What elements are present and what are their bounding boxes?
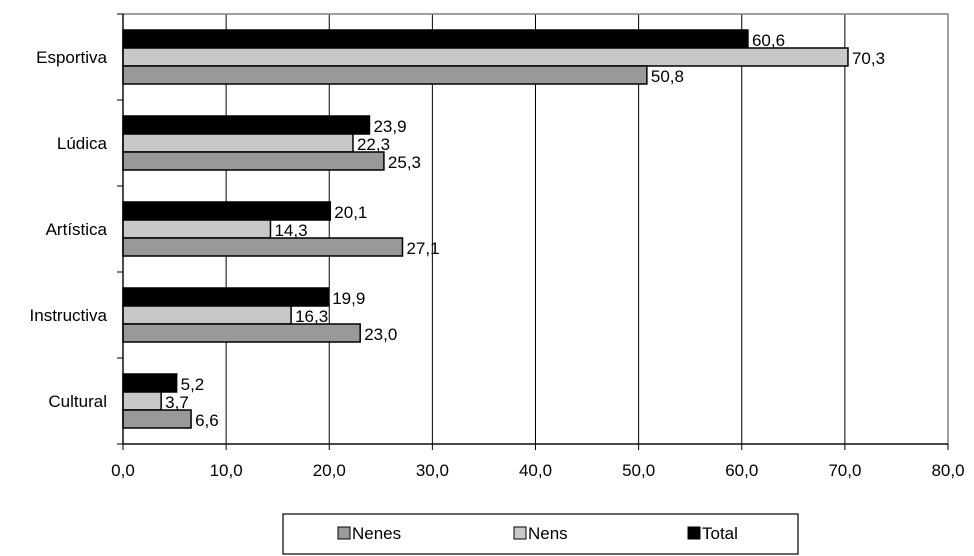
data-label: 27,1 — [406, 239, 439, 258]
x-tick-label: 80,0 — [931, 461, 964, 480]
data-label: 14,3 — [274, 221, 307, 240]
data-label: 23,9 — [373, 117, 406, 136]
bars: 60,6 70,3 50,8 23,922,325,3 20,1 14,3 27,1 19,9… — [122, 29, 885, 430]
bar — [122, 287, 329, 307]
category-label: Instructiva — [30, 306, 108, 325]
x-tick-label: 0,0 — [111, 461, 135, 480]
legend-label: Nens — [528, 524, 568, 543]
legend-swatch — [337, 526, 351, 540]
grid-lines — [225, 14, 846, 444]
category-label: Artística — [46, 220, 108, 239]
data-label: 25,3 — [388, 153, 421, 172]
bar — [122, 391, 162, 411]
bar — [122, 373, 178, 393]
bar — [122, 409, 192, 429]
x-tick-label: 30,0 — [416, 461, 449, 480]
x-tick-label: 10,0 — [210, 461, 243, 480]
legend: Nenes Nens Total — [282, 513, 799, 555]
legend-label: Total — [702, 524, 738, 543]
data-label: 60,6 — [752, 31, 785, 50]
data-label: 50,8 — [651, 67, 684, 86]
legend-label: Nenes — [352, 524, 401, 543]
legend-swatch — [513, 526, 527, 540]
category-label: Lúdica — [57, 134, 108, 153]
category-label: Esportiva — [36, 48, 107, 67]
bar — [122, 133, 354, 153]
bar — [122, 237, 404, 257]
x-tick-label: 50,0 — [622, 461, 655, 480]
x-tick-label: 20,0 — [313, 461, 346, 480]
bar — [122, 65, 648, 85]
bar — [122, 47, 849, 67]
data-label: 5,2 — [181, 375, 205, 394]
bar — [122, 115, 371, 135]
bar — [122, 201, 332, 221]
bar — [122, 29, 749, 49]
data-label: 70,3 — [852, 49, 885, 68]
bar — [122, 151, 385, 171]
x-tick-label: 40,0 — [519, 461, 552, 480]
axes: 0,0 10,0 20,0 30,0 40,0 50,0 60,0 70,0 80,0 Espor… — [30, 13, 965, 480]
bar — [122, 305, 292, 325]
data-label: 19,9 — [332, 289, 365, 308]
data-label: 20,1 — [334, 203, 367, 222]
data-label: 22,3 — [357, 135, 390, 154]
bar — [122, 323, 361, 343]
legend-swatch — [687, 526, 701, 540]
data-label: 6,6 — [195, 411, 219, 430]
x-tick-label: 60,0 — [725, 461, 758, 480]
bar — [122, 219, 272, 239]
legend-box — [282, 513, 799, 555]
data-label: 23,0 — [364, 325, 397, 344]
x-tick-label: 70,0 — [828, 461, 861, 480]
category-label: Cultural — [48, 392, 107, 411]
data-label: 16,3 — [295, 307, 328, 326]
data-label: 3,7 — [165, 393, 189, 412]
